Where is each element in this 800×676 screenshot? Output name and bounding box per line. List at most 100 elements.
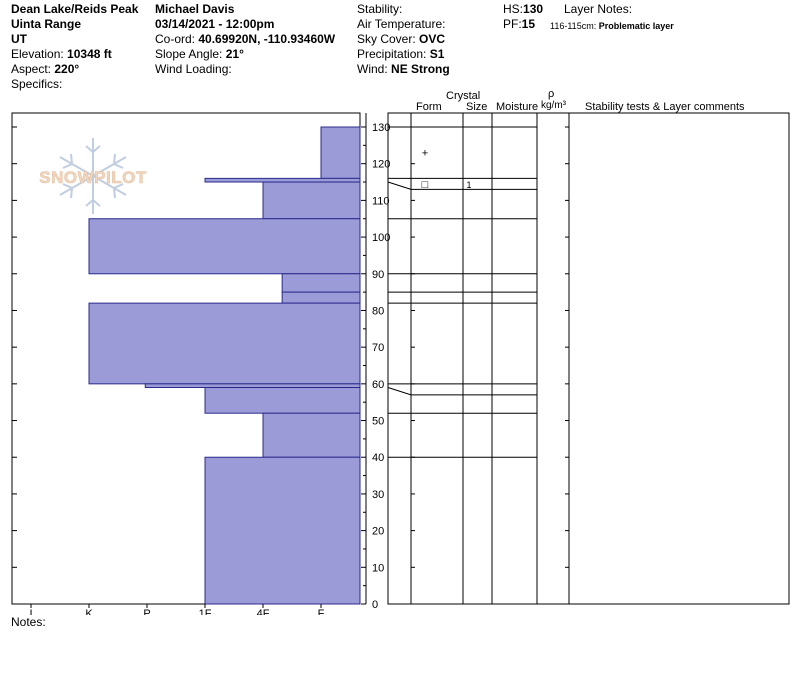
aspect-row: Aspect: 220°	[11, 62, 138, 77]
snow-profile-chart: Crystal Form Size Moisture ρ kg/m³ Stabi…	[11, 88, 790, 615]
hardness-bar	[204, 387, 361, 414]
layer-table-frame	[387, 112, 790, 605]
col-moisture-header: Moisture	[496, 101, 538, 113]
snowpilot-logo: SNOWPILOT	[39, 138, 147, 214]
x-tick-label: 4F	[257, 608, 270, 615]
x-tick-label: F	[318, 608, 325, 615]
depth-axis: 0 10 20 30 40 50 60 70 80 90 100 110 120 130	[361, 122, 390, 611]
sky-value: OVC	[419, 32, 446, 46]
grain-size: 1	[466, 180, 471, 190]
wind-value: NE Strong	[391, 62, 450, 76]
sky-row: Sky Cover: OVC	[357, 32, 450, 47]
layer-notes-label: Layer Notes:	[564, 2, 633, 16]
hardness-bar	[320, 126, 361, 179]
layer-note-range: 116-115cm:	[550, 21, 597, 31]
depth-tick-label: 120	[372, 159, 390, 171]
layer-note-row: 116-115cm: Problematic layer	[550, 17, 674, 34]
header-col-depth: HS:130 PF:15	[503, 2, 543, 32]
layer-boundary	[387, 387, 537, 396]
col-size-header: Size	[466, 101, 487, 113]
hardness-bar	[262, 412, 361, 458]
col-crystal-header: Crystal	[446, 90, 480, 102]
table-tick-marks	[411, 126, 569, 605]
elevation-value: 10348 ft	[67, 47, 112, 61]
hardness-bar	[88, 302, 361, 385]
wind-loading-label: Wind Loading:	[155, 62, 232, 76]
precip-label: Precipitation:	[357, 47, 427, 61]
coord-value: 40.69920N, -110.93460W	[198, 32, 336, 46]
pf-value: 15	[521, 17, 536, 31]
x-tick-label: K	[85, 608, 93, 615]
x-tick-label: 1F	[199, 608, 212, 615]
layer-note-text: Problematic layer	[598, 21, 674, 31]
grain-form-symbol: □	[422, 179, 429, 191]
depth-tick-label: 70	[372, 342, 384, 354]
wind-row: Wind: NE Strong	[357, 62, 450, 77]
layer-boundary	[387, 181, 537, 190]
pf-row: PF:15	[503, 17, 543, 32]
col-comments-header: Stability tests & Layer comments	[585, 101, 745, 113]
depth-tick-label: 30	[372, 489, 384, 501]
air-temp-label: Air Temperature:	[357, 17, 446, 31]
col-density-unit: kg/m³	[541, 100, 567, 111]
col-rho-header: ρ	[548, 88, 554, 100]
grain-form-symbol: +	[422, 148, 428, 160]
depth-tick-label: 60	[372, 379, 384, 391]
depth-tick-label: 130	[372, 122, 390, 134]
hardness-bar	[281, 273, 361, 293]
specifics-label: Specifics:	[11, 77, 63, 91]
depth-tick-label: 100	[372, 232, 390, 244]
hs-row: HS:130	[503, 2, 543, 17]
stability-label: Stability:	[357, 2, 403, 16]
left-tick-marks	[12, 126, 17, 605]
elevation-label: Elevation:	[11, 47, 64, 61]
precip-row: Precipitation: S1	[357, 47, 450, 62]
depth-tick-label: 50	[372, 416, 384, 428]
location-name: Dean Lake/Reids Peak	[11, 2, 139, 16]
wind-label: Wind:	[357, 62, 388, 76]
depth-tick-label: 90	[372, 269, 384, 281]
elevation-row: Elevation: 10348 ft	[11, 47, 138, 62]
slope-row: Slope Angle: 21°	[155, 47, 335, 62]
hardness-axis-labels: I K P 1F 4F F	[29, 604, 325, 615]
coord-label: Co-ord:	[155, 32, 196, 46]
x-tick-label: I	[29, 608, 32, 615]
hardness-bar	[204, 456, 361, 605]
header-col-weather: Stability: Air Temperature: Sky Cover: O…	[357, 2, 450, 77]
observer-name: Michael Davis	[155, 2, 235, 16]
depth-tick-label: 40	[372, 452, 384, 464]
snowpilot-logo-text: SNOWPILOT	[39, 168, 147, 187]
hardness-bar	[262, 181, 361, 220]
range-name: Uinta Range	[11, 17, 82, 31]
layer-boundary-lines	[387, 126, 537, 458]
observation-datetime: 03/14/2021 - 12:00pm	[155, 17, 275, 31]
hs-label: HS:	[503, 2, 524, 16]
precip-value: S1	[429, 47, 445, 61]
header-col-observer: Michael Davis 03/14/2021 - 12:00pm Co-or…	[155, 2, 335, 77]
header-col-notes: Layer Notes: 116-115cm: Problematic laye…	[550, 2, 674, 34]
coord-row: Co-ord: 40.69920N, -110.93460W	[155, 32, 335, 47]
x-tick-label: P	[143, 608, 150, 615]
hardness-bar	[204, 177, 361, 183]
state-name: UT	[11, 32, 27, 46]
header-col-location: Dean Lake/Reids Peak Uinta Range UT Elev…	[11, 2, 138, 92]
hardness-bar	[281, 291, 361, 304]
hardness-bar	[88, 218, 361, 275]
col-form-header: Form	[416, 101, 442, 113]
depth-tick-label: 10	[372, 562, 384, 574]
depth-tick-label: 20	[372, 526, 384, 538]
depth-tick-label: 110	[372, 195, 390, 207]
hs-value: 130	[523, 2, 544, 16]
pf-label: PF:	[503, 17, 522, 31]
notes-label: Notes:	[11, 615, 46, 629]
grain-markers: + □ 1	[422, 148, 472, 191]
depth-tick-label: 80	[372, 305, 384, 317]
hardness-bars	[88, 126, 361, 605]
slope-value: 21°	[225, 47, 244, 61]
depth-tick-label: 0	[372, 599, 378, 611]
sky-label: Sky Cover:	[357, 32, 416, 46]
slope-label: Slope Angle:	[155, 47, 223, 61]
aspect-value: 220°	[54, 62, 80, 76]
snowflake-icon	[59, 138, 127, 214]
hardness-bar	[144, 383, 361, 389]
